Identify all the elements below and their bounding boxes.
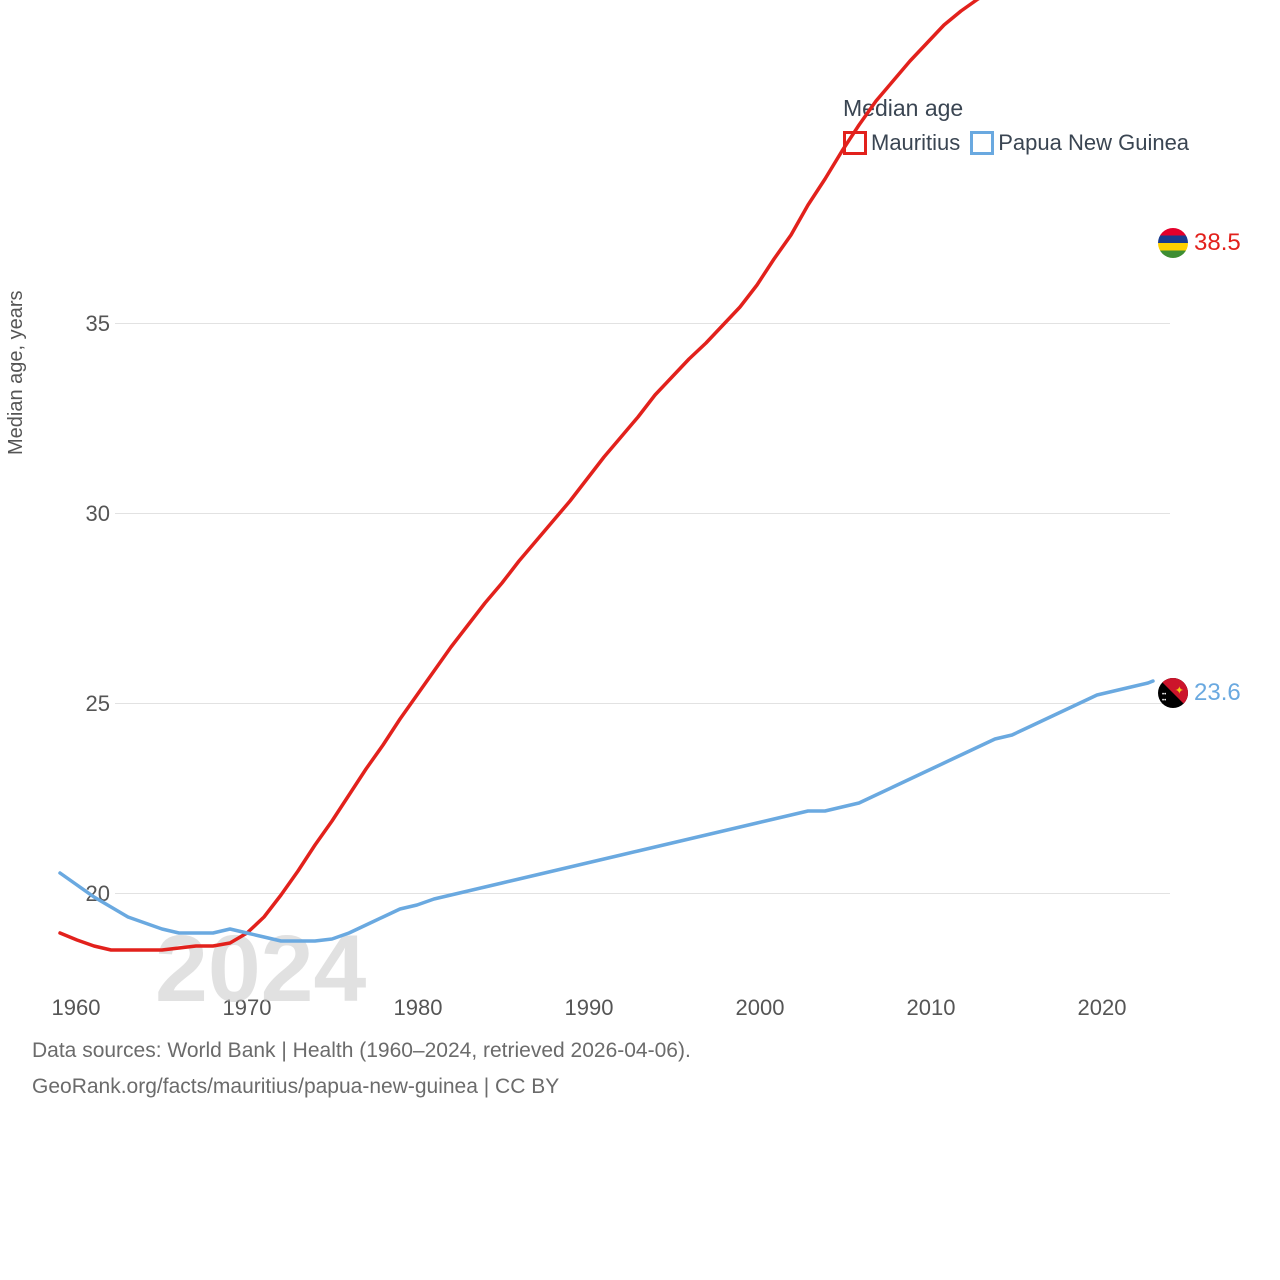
png-flag-icon: ✦ •• ••: [1158, 678, 1188, 708]
mauritius-end-value: 38.5: [1194, 229, 1241, 257]
mauritius-line[interactable]: [60, 0, 1153, 950]
xtick-2020: 2020: [1078, 995, 1127, 1021]
xtick-2010: 2010: [907, 995, 956, 1021]
mauritius-flag-icon: [1158, 228, 1188, 258]
line-chart-svg: [60, 95, 1170, 970]
footer-line1: Data sources: World Bank | Health (1960–…: [32, 1033, 691, 1069]
end-label-mauritius: 38.5: [1158, 228, 1241, 258]
end-label-png: ✦ •• •• 23.6: [1158, 678, 1241, 708]
footer: Data sources: World Bank | Health (1960–…: [32, 1033, 691, 1105]
xtick-1980: 1980: [394, 995, 443, 1021]
xtick-1960: 1960: [52, 995, 101, 1021]
png-line[interactable]: [60, 681, 1153, 941]
xtick-2000: 2000: [736, 995, 785, 1021]
chart-container: Median age Mauritius Papua New Guinea Me…: [0, 0, 1280, 1280]
xtick-1990: 1990: [565, 995, 614, 1021]
y-axis-label: Median age, years: [5, 290, 28, 455]
plot-area: Median age, years 35 30 25 20 1960 1970 …: [60, 95, 1170, 970]
png-end-value: 23.6: [1194, 679, 1241, 707]
footer-line2: GeoRank.org/facts/mauritius/papua-new-gu…: [32, 1069, 691, 1105]
